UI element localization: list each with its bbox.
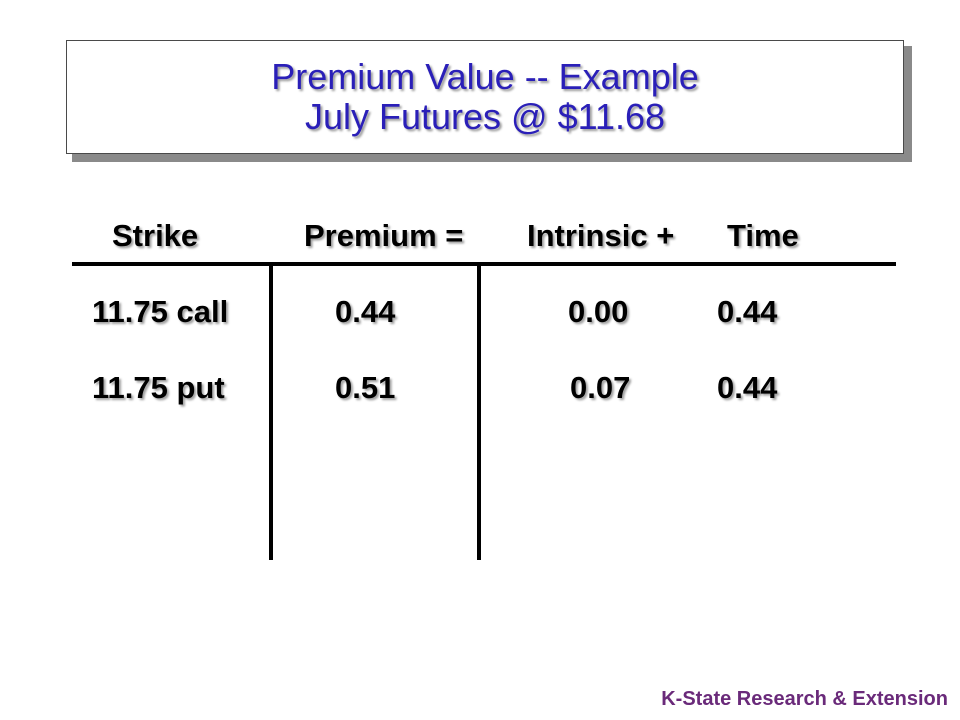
title-box: Premium Value -- Example July Futures @ … [66, 40, 904, 154]
row-intrinsic: 0.07 [570, 370, 631, 405]
row-premium: 0.51 [335, 370, 396, 405]
column-divider-2 [477, 264, 481, 560]
slide-subtitle: July Futures @ $11.68 [304, 96, 666, 137]
header-intrinsic: Intrinsic + [527, 218, 675, 253]
row-strike: 11.75 call [92, 294, 229, 329]
header-divider [72, 262, 896, 266]
row-time: 0.44 [717, 370, 778, 405]
header-strike: Strike [112, 218, 199, 253]
slide-title: Premium Value -- Example [271, 56, 699, 97]
header-time: Time [727, 218, 799, 253]
column-divider-1 [269, 264, 273, 560]
row-time: 0.44 [717, 294, 778, 329]
row-premium: 0.44 [335, 294, 396, 329]
row-intrinsic: 0.00 [568, 294, 629, 329]
row-strike: 11.75 put [92, 370, 225, 405]
footer-credit: K-State Research & Extension [661, 688, 948, 710]
header-premium: Premium = [304, 218, 464, 253]
